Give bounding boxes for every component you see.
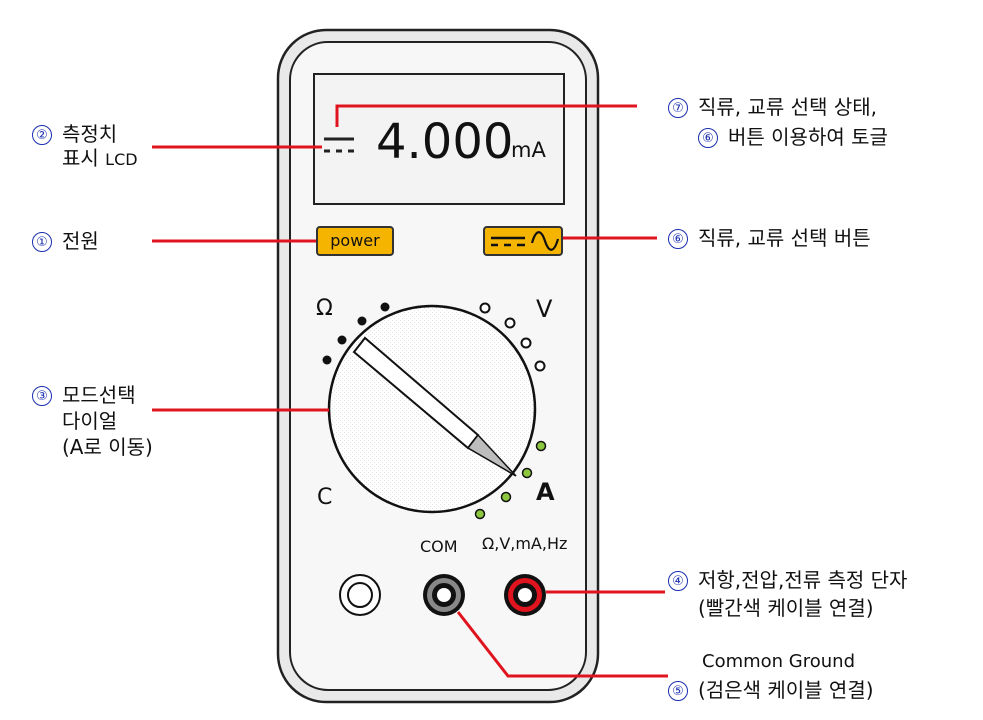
dial-position-dots: [322, 302, 547, 520]
callout-number-6: ⑥: [668, 229, 688, 249]
terminal-main[interactable]: [504, 574, 546, 616]
callout-7: ⑦ 직류, 교류 선택 상태, ⑥ 버튼 이용하여 토글: [668, 92, 888, 152]
callout-7-line2-num: ⑥: [698, 128, 718, 148]
callout-1: ① 전원: [32, 229, 99, 253]
callout-number-5: ⑤: [668, 681, 688, 701]
callout-4-line1: 저항,전압,전류 측정 단자: [698, 568, 908, 592]
leader-5: [456, 611, 668, 678]
callout-number-3: ③: [32, 386, 52, 406]
callout-5-line2: (검은색 케이블 연결): [698, 678, 874, 702]
dial-label-ohm: Ω: [316, 296, 333, 321]
callout-5: Common Ground ⑤ (검은색 케이블 연결): [668, 646, 874, 704]
terminal-extra[interactable]: [339, 574, 381, 616]
callout-number-1: ①: [32, 232, 52, 252]
callout-7-line2: 버튼 이용하여 토글: [728, 125, 888, 149]
callout-2: ② 측정치 표시 LCD: [32, 122, 138, 172]
callout-number-4: ④: [668, 571, 688, 591]
lcd-reading: 4.000: [376, 114, 514, 170]
callout-7-line1: 직류, 교류 선택 상태,: [698, 95, 877, 119]
lcd-unit: mA: [511, 138, 546, 162]
callout-6: ⑥ 직류, 교류 선택 버튼: [668, 226, 871, 250]
dc-symbol: [324, 137, 354, 153]
lcd-screen: [313, 73, 565, 205]
callout-4: ④ 저항,전압,전류 측정 단자 (빨간색 케이블 연결): [668, 566, 907, 622]
callout-3-line1: 모드선택: [62, 383, 136, 407]
dc-ac-toggle-button[interactable]: [483, 226, 563, 256]
callout-2-line2b: LCD: [105, 150, 138, 169]
callout-number-7: ⑦: [668, 98, 688, 118]
leader-7: [335, 104, 637, 127]
mode-dial[interactable]: [327, 304, 537, 514]
leader-lines: [152, 104, 668, 678]
callout-3: ③ 모드선택 다이얼 (A로 이동): [32, 382, 153, 460]
power-button[interactable]: power: [316, 226, 394, 256]
callout-2-line1: 측정치: [62, 122, 118, 146]
callout-number-2: ②: [32, 125, 52, 145]
terminal-main-label: Ω,V,mA,Hz: [482, 534, 568, 553]
terminal-com[interactable]: [423, 574, 465, 616]
dial-pointer: [352, 336, 517, 477]
dial-label-volt: V: [536, 295, 553, 323]
callout-3-line2: 다이얼: [62, 409, 118, 433]
callout-2-line2a: 표시: [62, 146, 106, 170]
dc-ac-toggle-icon: [491, 231, 560, 251]
callout-4-line2: (빨간색 케이블 연결): [698, 596, 874, 620]
callout-5-line1: Common Ground: [702, 651, 855, 672]
callout-1-text: 전원: [62, 229, 99, 253]
dial-label-amp: A: [536, 478, 555, 506]
callout-3-line3: (A로 이동): [62, 435, 153, 459]
callout-6-text: 직류, 교류 선택 버튼: [698, 226, 871, 250]
terminal-com-label: COM: [420, 537, 458, 556]
dial-label-cap: C: [317, 485, 333, 510]
